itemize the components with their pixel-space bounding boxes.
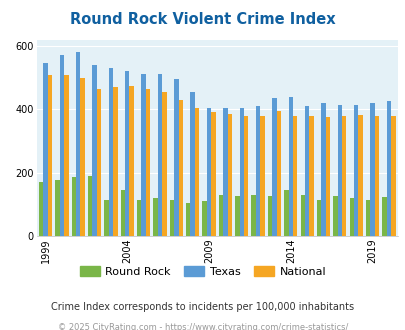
Bar (386, 101, 390, 236)
Bar (113, 87, 117, 236)
Bar (194, 108, 199, 236)
Text: Round Rock Violent Crime Index: Round Rock Violent Crime Index (70, 12, 335, 26)
Bar (227, 114, 231, 236)
Bar (390, 116, 394, 236)
Bar (202, 201, 206, 236)
Bar (92, 65, 96, 236)
Bar (162, 92, 166, 236)
Bar (80, 78, 85, 236)
Bar (178, 100, 183, 236)
Bar (341, 115, 345, 236)
Bar (251, 195, 255, 236)
Text: © 2025 CityRating.com - https://www.cityrating.com/crime-statistics/: © 2025 CityRating.com - https://www.city… (58, 323, 347, 330)
Bar (55, 180, 60, 236)
Bar (129, 85, 134, 236)
Bar (374, 116, 378, 236)
Bar (206, 108, 211, 236)
Bar (284, 190, 288, 236)
Bar (337, 105, 341, 236)
Bar (158, 75, 162, 236)
Bar (39, 182, 43, 236)
Bar (288, 97, 292, 236)
Bar (88, 176, 92, 236)
Bar (64, 75, 68, 236)
Text: Crime Index corresponds to incidents per 100,000 inhabitants: Crime Index corresponds to incidents per… (51, 302, 354, 312)
Bar (353, 105, 358, 236)
Bar (382, 197, 386, 236)
Bar (365, 200, 369, 236)
Bar (60, 55, 64, 236)
Bar (211, 113, 215, 236)
Bar (223, 108, 227, 236)
Bar (218, 195, 223, 236)
Bar (145, 89, 150, 236)
Bar (71, 177, 76, 236)
Bar (300, 195, 304, 236)
Bar (125, 71, 129, 236)
Bar (333, 196, 337, 236)
Bar (48, 75, 52, 236)
Bar (358, 115, 362, 236)
Bar (43, 63, 48, 236)
Bar (243, 115, 248, 236)
Bar (276, 111, 280, 236)
Bar (174, 79, 178, 236)
Bar (309, 115, 313, 236)
Bar (190, 92, 194, 236)
Bar (304, 106, 309, 236)
Bar (260, 115, 264, 236)
Bar (109, 68, 113, 236)
Bar (234, 196, 239, 236)
Bar (255, 106, 260, 236)
Bar (141, 75, 145, 236)
Bar (292, 115, 297, 236)
Bar (120, 190, 125, 236)
Bar (96, 89, 101, 236)
Bar (349, 198, 353, 236)
Bar (104, 200, 109, 236)
Bar (369, 103, 374, 236)
Legend: Round Rock, Texas, National: Round Rock, Texas, National (75, 261, 330, 281)
Bar (272, 98, 276, 236)
Bar (136, 200, 141, 236)
Bar (320, 103, 325, 236)
Bar (267, 196, 272, 236)
Bar (316, 200, 320, 236)
Bar (239, 108, 243, 236)
Bar (169, 200, 174, 236)
Bar (153, 198, 158, 236)
Bar (185, 203, 190, 236)
Bar (325, 117, 329, 236)
Bar (76, 52, 80, 236)
